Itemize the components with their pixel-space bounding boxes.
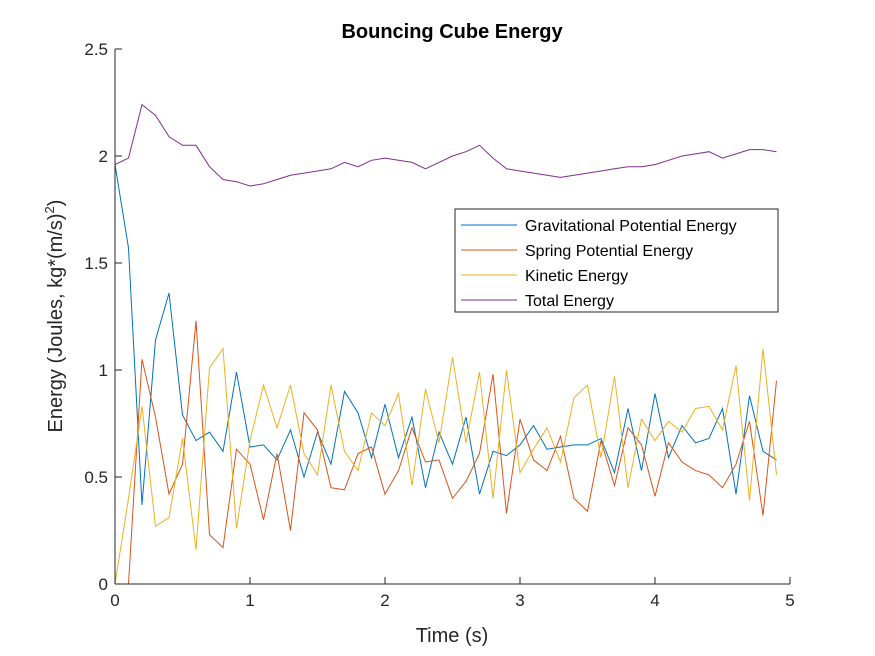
legend-label-4: Total Energy (525, 293, 614, 310)
chart-title: Bouncing Cube Energy (341, 21, 563, 43)
legend: Gravitational Potential Energy Spring Pot… (454, 208, 779, 313)
series-line-3 (114, 347, 777, 585)
y-tick-label: 2 (99, 147, 108, 166)
x-tick-label: 4 (650, 591, 659, 610)
series-line-4 (114, 103, 777, 187)
y-axis-label-end: ) (45, 200, 67, 207)
x-tick-label: 5 (785, 591, 794, 610)
y-axis-label: Energy (Joules, kg*(m/s)2) (42, 200, 67, 433)
series-layer (114, 103, 777, 585)
axes-layer (114, 49, 790, 585)
y-tick-label: 0 (99, 575, 108, 594)
x-tick-label: 1 (245, 591, 254, 610)
series-line-1 (114, 164, 777, 505)
y-tick-label: 2.5 (84, 40, 108, 59)
ticks-layer: 0 1 2 3 4 5 0 0.5 1 1.5 2 2.5 (84, 40, 794, 610)
y-tick-label: 0.5 (84, 468, 108, 487)
legend-label-1: Gravitational Potential Energy (525, 218, 737, 235)
series-line-2 (115, 320, 777, 585)
y-axis-label-superscript: 2 (42, 206, 57, 213)
y-tick-label: 1 (99, 361, 108, 380)
y-tick-label: 1.5 (84, 254, 108, 273)
x-tick-label: 3 (515, 591, 524, 610)
y-axis-label-main: Energy (Joules, kg*(m/s) (45, 213, 67, 432)
x-tick-label: 2 (380, 591, 389, 610)
legend-box (454, 208, 779, 313)
x-axis-label: Time (s) (416, 625, 489, 647)
legend-label-3: Kinetic Energy (525, 268, 628, 285)
legend-label-2: Spring Potential Energy (525, 243, 693, 260)
x-tick-label: 0 (110, 591, 119, 610)
